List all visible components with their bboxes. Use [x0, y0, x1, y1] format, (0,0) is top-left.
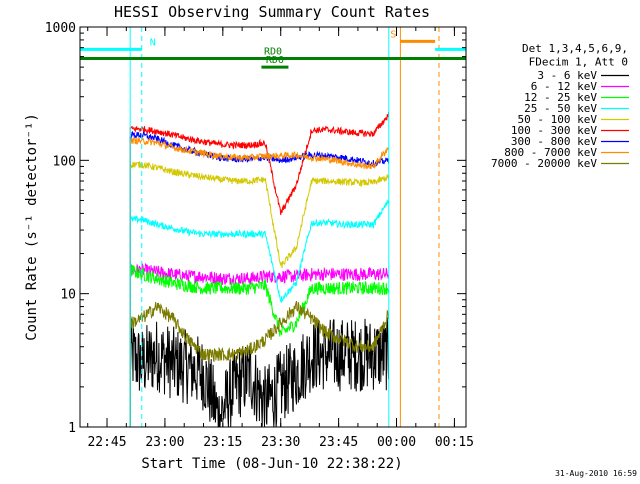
x-axis-label: Start Time (08-Jun-10 22:38:22) [141, 456, 402, 472]
y-tick-label: 1 [68, 421, 76, 436]
legend-label: 25 - 50 keV [524, 102, 597, 115]
legend-label: 50 - 100 keV [518, 113, 598, 126]
legend-label: 100 - 300 keV [511, 124, 597, 137]
x-tick-label: 00:15 [435, 435, 474, 450]
flag-label-rd0: RD0 [264, 47, 282, 58]
chart-title: HESSI Observing Summary Count Rates [114, 3, 430, 21]
legend-label: 3 - 6 keV [537, 69, 597, 82]
legend-label: 12 - 25 keV [524, 91, 597, 104]
y-tick-label: 10 [60, 288, 76, 303]
x-tick-label: 23:30 [261, 435, 300, 450]
legend-header-line: Det 1,3,4,5,6,9, [522, 42, 628, 55]
flag-label-rd6: RD6 [266, 55, 284, 66]
series-line-3 [129, 200, 390, 427]
y-tick-label: 1000 [45, 21, 76, 36]
series-line-8 [129, 300, 390, 427]
legend-label: 800 - 7000 keV [504, 146, 597, 159]
legend-header: Det 1,3,4,5,6,9,FDecim 1, Att 0 [522, 42, 628, 69]
series-line-1 [129, 262, 390, 427]
footer-timestamp: 31-Aug-2010 16:59 [555, 469, 637, 478]
series-line-4 [129, 161, 390, 427]
x-tick-label: 23:45 [319, 435, 358, 450]
x-tick-label: 23:15 [203, 435, 242, 450]
series-line-2 [129, 263, 390, 427]
x-tick-label: 00:00 [377, 435, 416, 450]
legend-header-line: FDecim 1, Att 0 [529, 56, 628, 69]
flag-label-n: N [150, 37, 156, 48]
series-line-5 [129, 112, 390, 427]
flag-label-s: S [390, 29, 396, 40]
legend-label: 300 - 800 keV [511, 135, 597, 148]
series-line-0 [129, 317, 390, 428]
legend-label: 6 - 12 keV [531, 80, 598, 93]
x-tick-label: 23:00 [145, 435, 184, 450]
x-tick-label: 22:45 [87, 435, 126, 450]
series-line-7 [129, 136, 389, 427]
plot-frame [79, 26, 467, 428]
legend-label: 7000 - 20000 keV [491, 157, 597, 170]
y-tick-label: 100 [53, 154, 76, 169]
y-axis-label: Count Rate (s⁻¹ detector⁻¹) [24, 113, 40, 341]
